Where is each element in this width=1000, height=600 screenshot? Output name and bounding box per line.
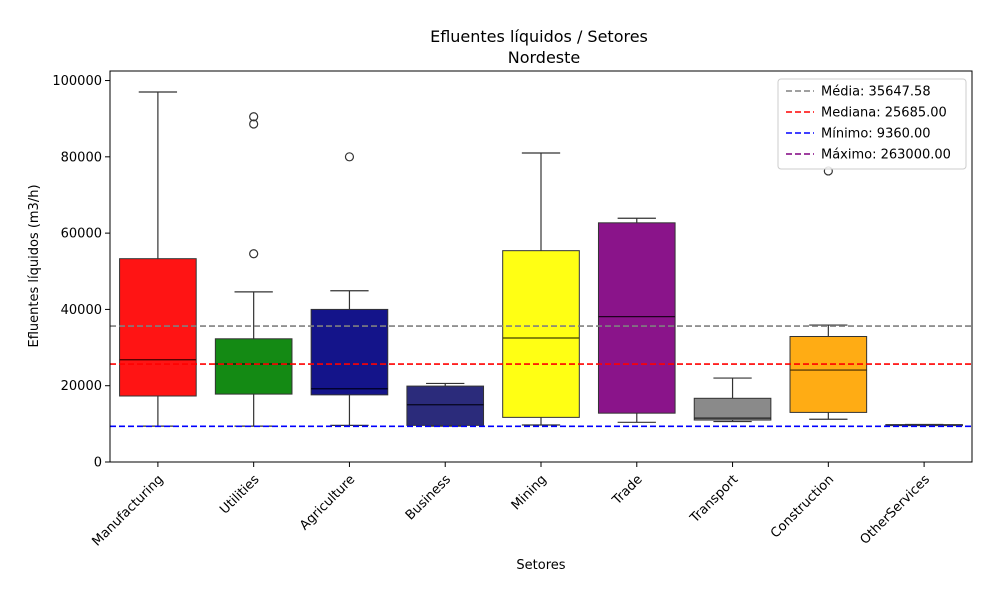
box-body xyxy=(119,258,197,397)
outlier-point xyxy=(249,112,259,122)
box-body xyxy=(502,250,580,418)
box-business xyxy=(406,382,485,427)
outlier-point xyxy=(249,119,259,129)
plot-frame xyxy=(109,70,973,463)
box-body xyxy=(597,222,676,414)
x-tick-label: Trade xyxy=(609,472,645,508)
x-tick-label: Construction xyxy=(768,472,837,541)
box-transport xyxy=(693,377,772,423)
y-tick-label: 80000 xyxy=(61,150,102,165)
box-body xyxy=(789,335,868,413)
box-otherservices xyxy=(885,423,963,427)
box-body xyxy=(406,385,485,426)
x-tick-label: Transport xyxy=(687,472,741,526)
box-utilities xyxy=(214,112,293,427)
y-tick-label: 60000 xyxy=(61,227,102,242)
box-body xyxy=(693,397,772,421)
legend-frame xyxy=(777,78,967,170)
x-tick-label: Agriculture xyxy=(297,472,358,533)
x-tick-label: Business xyxy=(403,472,454,523)
box-body xyxy=(310,308,389,396)
box-agriculture xyxy=(310,152,389,426)
y-tick-label: 100000 xyxy=(52,74,102,89)
y-axis-label: Efluentes líquidos (m3/h) xyxy=(27,184,42,347)
box-manufacturing xyxy=(119,91,197,427)
x-tick-label: OtherServices xyxy=(857,472,933,548)
y-tick-label: 0 xyxy=(94,456,102,471)
legend-label: Mediana: 25685.00 xyxy=(821,106,947,121)
chart-subtitle: Nordeste xyxy=(508,48,581,67)
box-body xyxy=(214,338,293,395)
legend-label: Mínimo: 9360.00 xyxy=(821,127,931,142)
legend-label: Máximo: 263000.00 xyxy=(821,148,951,163)
box-construction xyxy=(789,166,868,420)
x-tick-label: Utilities xyxy=(217,472,262,517)
legend-label: Média: 35647.58 xyxy=(821,85,931,100)
chart-title: Efluentes líquidos / Setores xyxy=(430,27,648,46)
box-trade xyxy=(597,217,676,423)
outlier-point xyxy=(344,152,355,162)
x-axis-label: Setores xyxy=(516,558,565,573)
legend: Média: 35647.58 Mediana: 25685.00 Mínimo: … xyxy=(777,78,967,170)
x-tick-label: Manufacturing xyxy=(90,472,167,549)
y-tick-label: 40000 xyxy=(61,303,102,318)
y-tick-label: 20000 xyxy=(61,379,102,394)
x-tick-label: Mining xyxy=(509,472,550,513)
outlier-point xyxy=(249,249,259,259)
box-mining xyxy=(502,152,580,426)
